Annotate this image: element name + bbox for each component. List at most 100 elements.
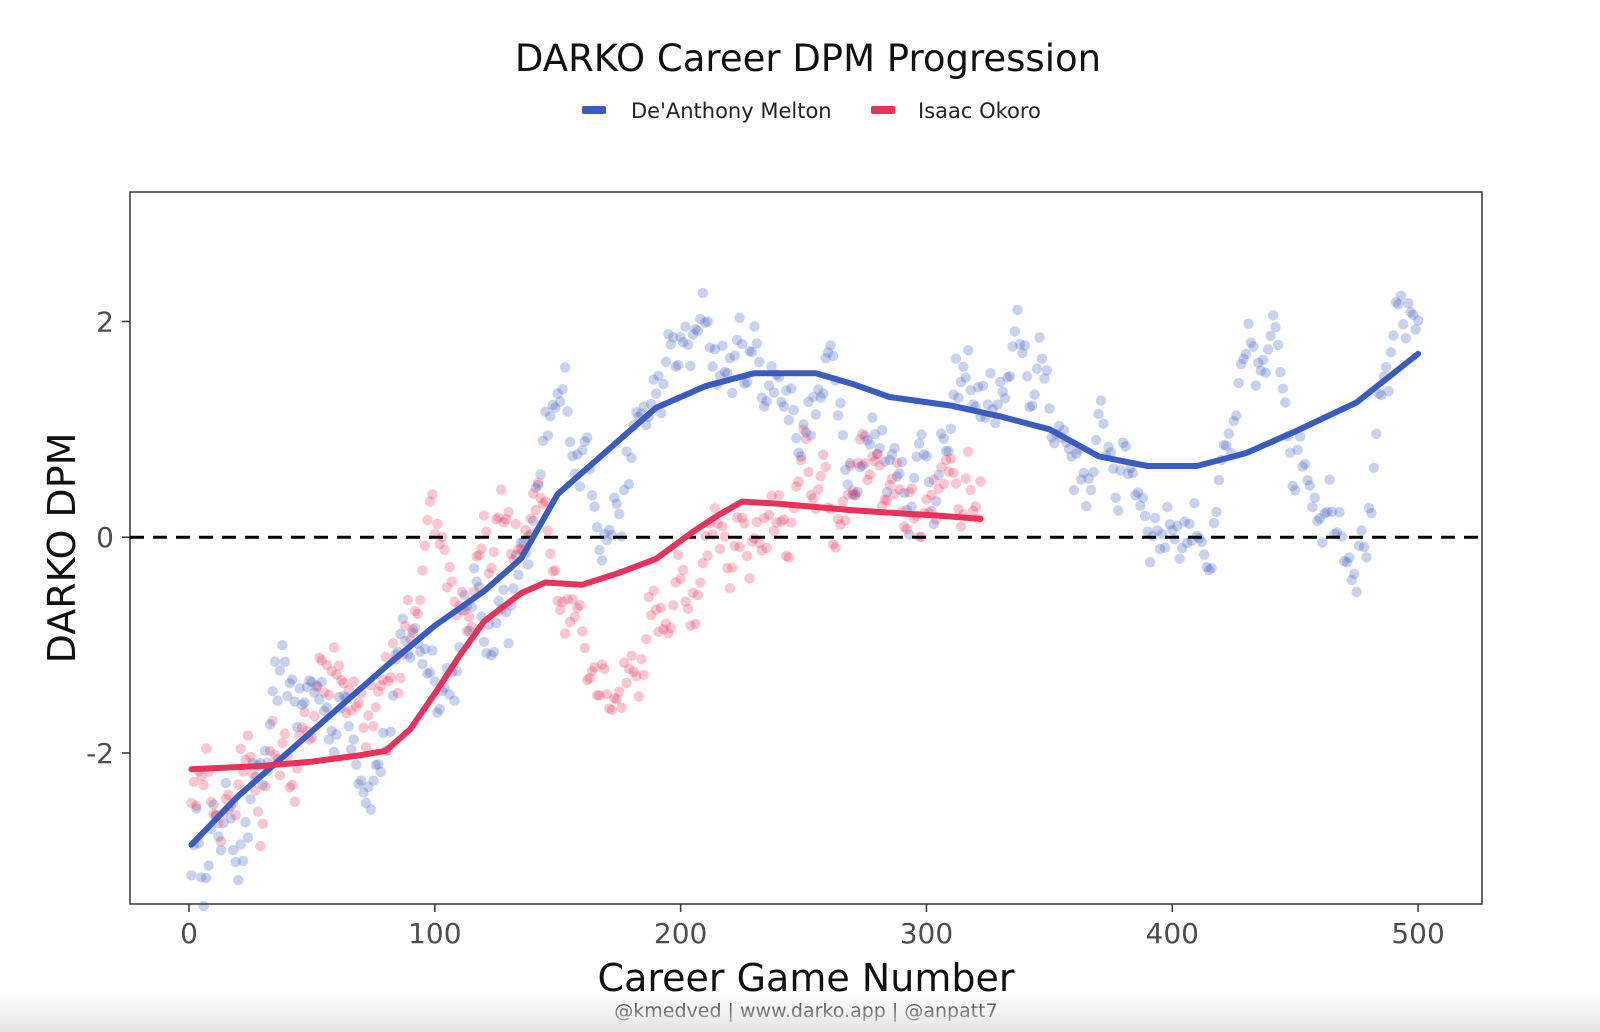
point-melton (776, 396, 787, 408)
point-melton (429, 676, 440, 687)
point-melton (1196, 536, 1208, 547)
point-okoro (196, 771, 207, 782)
point-melton (754, 356, 765, 368)
point-melton (1405, 307, 1416, 318)
point-okoro (439, 544, 450, 555)
point-melton (1307, 501, 1318, 513)
point-melton (687, 329, 699, 340)
point-okoro (791, 481, 802, 492)
point-okoro (287, 779, 298, 791)
point-melton (542, 430, 554, 441)
point-melton (555, 396, 566, 407)
point-melton (589, 501, 600, 512)
x-tick-label: 300 (900, 917, 953, 950)
point-okoro (830, 542, 841, 553)
point-melton (230, 856, 241, 868)
point-melton (1280, 397, 1291, 408)
point-okoro (763, 509, 775, 521)
point-melton (397, 613, 409, 624)
point-melton (1221, 440, 1232, 451)
point-okoro (252, 806, 263, 817)
point-melton (424, 667, 436, 678)
point-melton (889, 442, 900, 454)
point-melton (680, 321, 691, 332)
legend-key-melton (582, 106, 606, 114)
point-melton (668, 332, 679, 343)
point-melton (304, 675, 315, 686)
point-melton (515, 537, 527, 548)
point-okoro (847, 485, 858, 496)
point-melton (579, 436, 590, 447)
point-okoro (975, 476, 986, 487)
point-melton (257, 779, 268, 791)
point-melton (1169, 533, 1180, 545)
point-okoro (631, 670, 642, 682)
point-melton (909, 472, 920, 484)
point-melton (1140, 510, 1151, 522)
point-okoro (815, 471, 826, 482)
point-okoro (850, 490, 861, 501)
point-melton (788, 404, 799, 416)
point-melton (1152, 525, 1163, 536)
point-melton (931, 496, 942, 507)
point-okoro (358, 722, 369, 733)
point-melton (331, 729, 342, 740)
point-melton (756, 392, 767, 403)
point-melton (523, 559, 534, 570)
point-melton (321, 702, 332, 713)
point-okoro (385, 672, 396, 683)
point-melton (1344, 552, 1355, 563)
point-okoro (626, 650, 637, 661)
point-melton (1039, 373, 1050, 384)
point-okoro (513, 544, 524, 555)
legend-label-okoro: Isaac Okoro (918, 99, 1041, 123)
point-okoro (542, 525, 554, 536)
point-okoro (781, 550, 792, 562)
point-melton (373, 759, 384, 770)
y-tick-label: 0 (96, 521, 114, 554)
point-okoro (277, 737, 288, 749)
point-melton (591, 522, 603, 533)
point-melton (1184, 518, 1195, 529)
point-melton (1017, 347, 1028, 359)
point-melton (1292, 444, 1303, 455)
point-okoro (378, 674, 389, 685)
point-melton (1243, 318, 1254, 329)
point-okoro (186, 797, 197, 809)
point-melton (314, 694, 325, 705)
point-okoro (343, 684, 354, 695)
point-okoro (400, 620, 411, 632)
point-okoro (714, 543, 726, 555)
point-okoro (564, 616, 576, 628)
point-melton (921, 451, 932, 462)
point-melton (282, 690, 293, 702)
point-melton (953, 392, 964, 403)
point-melton (343, 721, 354, 732)
point-melton (409, 622, 421, 634)
point-melton (284, 677, 295, 689)
point-okoro (645, 610, 657, 621)
point-melton (319, 705, 330, 717)
plot-panel (129, 191, 1483, 905)
point-okoro (697, 557, 708, 569)
point-melton (877, 425, 888, 436)
point-melton (923, 476, 935, 488)
point-melton (269, 656, 281, 667)
point-okoro (663, 628, 674, 639)
point-melton (1201, 562, 1212, 573)
point-okoro (215, 836, 227, 847)
point-okoro (606, 704, 617, 715)
point-melton (1068, 484, 1080, 496)
point-okoro (636, 654, 647, 665)
point-okoro (732, 512, 743, 523)
point-melton (729, 350, 740, 361)
point-melton (847, 489, 858, 500)
point-melton (287, 674, 298, 685)
point-okoro (668, 600, 679, 611)
point-okoro (333, 660, 345, 671)
point-melton (958, 361, 969, 372)
point-okoro (555, 604, 566, 616)
point-okoro (299, 707, 310, 718)
point-melton (513, 569, 524, 581)
legend: De'Anthony Melton Isaac Okoro (582, 99, 1041, 123)
